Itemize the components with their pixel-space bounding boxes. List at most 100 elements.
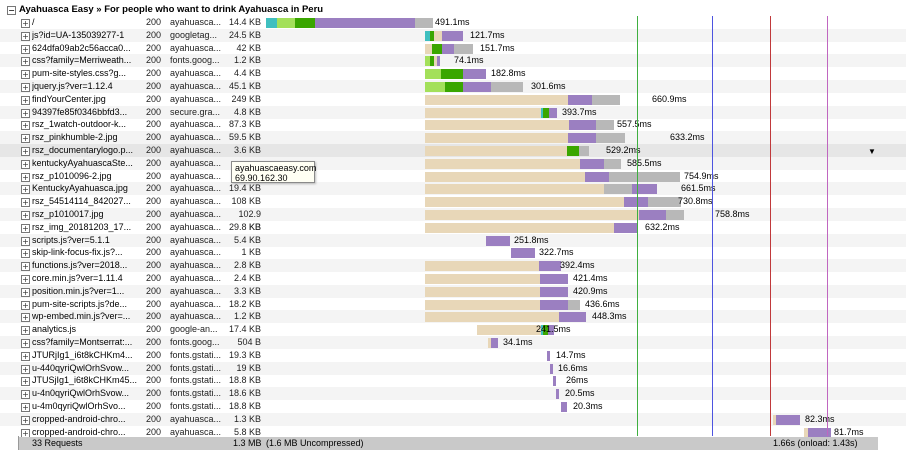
page-header-row[interactable]: − Ayahuasca Easy » For people who want t…	[0, 3, 906, 16]
request-row[interactable]: + rsz_documentarylogo.p... 200 ayahuasca...…	[0, 144, 906, 157]
expand-icon[interactable]: +	[21, 339, 30, 348]
request-row[interactable]: + u-4m0qyriQwlOrhSvo... 200 fonts.gstati...…	[0, 400, 906, 413]
request-row[interactable]: + JTUSjIg1_i6t8kCHKm45... 200 fonts.gstati.…	[0, 374, 906, 387]
timing-segment-ttfb	[540, 274, 568, 284]
expand-icon[interactable]: +	[21, 287, 30, 297]
collapse-icon[interactable]: −	[7, 6, 16, 15]
request-status: 200	[146, 119, 162, 130]
request-domain: secure.gra...	[170, 106, 221, 117]
request-timeline: 392.4ms	[266, 259, 890, 272]
timing-segment-ttfb	[561, 402, 567, 412]
expand-icon[interactable]: +	[21, 275, 30, 284]
request-row[interactable]: + rsz_img_20181203_17... 200 ayahuasca... 29…	[0, 221, 906, 234]
request-row[interactable]: + wp-embed.min.js?ver=... 200 ayahuasca... 1…	[0, 310, 906, 324]
expand-icon[interactable]: +	[21, 262, 30, 272]
request-url: 94397fe85f0346bbfd3...	[32, 106, 128, 117]
expand-icon[interactable]: +	[21, 108, 30, 118]
request-row[interactable]: + js?id=UA-135039277-1 200 googletag... 24.5…	[0, 28, 906, 42]
expand-icon[interactable]: +	[21, 31, 30, 41]
request-row[interactable]: + pum-site-scripts.js?de... 200 ayahuasca..…	[0, 298, 906, 311]
request-timeline: 420.9ms	[266, 285, 890, 298]
expand-icon[interactable]: +	[21, 70, 30, 80]
request-domain: fonts.gstati...	[170, 388, 222, 399]
request-timeline: 322.7ms	[266, 246, 890, 259]
request-row[interactable]: + skip-link-focus-fix.js?... 200 ayahuasca.…	[0, 246, 906, 259]
request-timeline: 393.7ms	[266, 106, 890, 119]
expand-icon[interactable]: +	[21, 19, 30, 28]
request-row[interactable]: + u-4n0qyriQwlOrhSvow... 200 fonts.gstati..…	[0, 387, 906, 401]
request-duration: 529.2ms	[606, 145, 641, 155]
timing-segment-ttfb	[548, 325, 554, 336]
request-row[interactable]: +/ 200 ayahuasca... 14.4 KB 491.1ms	[0, 16, 906, 29]
expand-icon[interactable]: +	[21, 159, 30, 169]
expand-icon[interactable]: +	[21, 147, 30, 156]
timing-segment-download	[415, 18, 433, 28]
expand-icon[interactable]: +	[21, 198, 30, 208]
expand-icon[interactable]: +	[21, 313, 30, 323]
request-size: 5.8 KB	[233, 426, 261, 437]
request-row[interactable]: + cropped-android-chro... 200 ayahuasca... 5…	[0, 426, 906, 439]
request-row[interactable]: + kentuckyAyahuascaSte... 200 ayahuasca... 5…	[0, 156, 906, 170]
request-row[interactable]: + analytics.js 200 google-an... 17.4 KB 241.5…	[0, 323, 906, 336]
triangle-down-icon[interactable]: ▼	[868, 147, 876, 156]
request-duration: 34.1ms	[503, 337, 533, 347]
expand-icon[interactable]: +	[21, 403, 30, 412]
request-row[interactable]: + core.min.js?ver=1.11.4 200 ayahuasca... 2.…	[0, 272, 906, 285]
request-url: js?id=UA-135039277-1	[32, 29, 125, 40]
expand-icon[interactable]: +	[21, 326, 30, 336]
expand-icon[interactable]: +	[21, 57, 30, 67]
expand-icon[interactable]: +	[21, 134, 30, 144]
expand-icon[interactable]: +	[21, 364, 30, 374]
timing-segment-connect	[280, 18, 295, 28]
request-timeline: 20.3ms	[266, 400, 890, 413]
request-row[interactable]: + jquery.js?ver=1.12.4 200 ayahuasca... 45.1…	[0, 80, 906, 93]
request-row[interactable]: + KentuckyAyahuasca.jpg 200 ayahuasca... 19.…	[0, 182, 906, 196]
request-timeline: 529.2ms	[266, 144, 890, 157]
expand-icon[interactable]: +	[21, 415, 30, 425]
expand-icon[interactable]: +	[21, 83, 30, 92]
timing-segment-wait	[434, 30, 442, 41]
request-row[interactable]: + rsz_p1010017.jpg 200 ayahuasca... 102.9 KB…	[0, 208, 906, 232]
expand-icon[interactable]: +	[21, 172, 30, 182]
request-row[interactable]: +624dfa09ab2c56acca0... 200 ayahuasca... 42…	[0, 42, 906, 55]
request-row[interactable]: + u-440qyriQwlOrhSvow... 200 fonts.gstati..…	[0, 361, 906, 375]
request-row[interactable]: + css?family=Montserrat:... 200 fonts.goog.…	[0, 336, 906, 349]
request-row[interactable]: + findYourCenter.jpg 200 ayahuasca... 249 KB…	[0, 93, 906, 106]
request-status: 200	[146, 362, 162, 373]
request-row[interactable]: + cropped-android-chro... 200 ayahuasca... 1…	[0, 412, 906, 426]
timing-segment-ttfb	[463, 69, 486, 80]
expand-icon[interactable]: +	[21, 121, 30, 131]
expand-icon[interactable]: +	[21, 249, 30, 259]
request-row[interactable]: + functions.js?ver=2018... 200 ayahuasca...…	[0, 259, 906, 273]
request-timeline: 661.5ms	[266, 182, 890, 195]
total-time: 1.66s (onload: 1.43s)	[773, 438, 858, 448]
request-domain: fonts.gstati...	[170, 362, 222, 373]
request-row[interactable]: + JTURjIg1_i6t8kCHKm4... 200 fonts.gstati..…	[0, 349, 906, 362]
expand-icon[interactable]: +	[21, 351, 30, 361]
request-timeline: 182.8ms	[266, 67, 890, 80]
request-row[interactable]: + rsz_p1010096-2.jpg 200 ayahuasca... 754.9m…	[0, 170, 906, 183]
request-row[interactable]: + rsz_1watch-outdoor-k... 200 ayahuasca... 8…	[0, 118, 906, 131]
timing-segment-download	[666, 210, 684, 220]
request-row[interactable]: + css?family=Merriweath... 200 fonts.goog..…	[0, 54, 906, 68]
expand-icon[interactable]: +	[21, 95, 30, 105]
request-row[interactable]: + rsz_54514114_842027... 200 ayahuasca... 10…	[0, 195, 906, 208]
finish-line	[827, 16, 828, 436]
request-row[interactable]: + pum-site-styles.css?g... 200 ayahuasca...…	[0, 67, 906, 80]
request-row[interactable]: + position.min.js?ver=1... 200 ayahuasca...…	[0, 284, 906, 298]
expand-icon[interactable]: +	[21, 300, 30, 310]
expand-icon[interactable]: +	[21, 236, 30, 246]
request-row[interactable]: +94397fe85f0346bbfd3... 200 secure.gra... 4…	[0, 105, 906, 119]
request-size: 17.4 KB	[228, 324, 261, 335]
request-row[interactable]: + rsz_pinkhumble-2.jpg 200 ayahuasca... 59.5…	[0, 131, 906, 145]
request-row[interactable]: + scripts.js?ver=5.1.1 200 ayahuasca... 5.4 …	[0, 233, 906, 247]
timing-segment-connect	[425, 56, 430, 67]
timing-segment-download	[596, 133, 625, 144]
expand-icon[interactable]: +	[21, 44, 30, 54]
expand-icon[interactable]: +	[21, 377, 30, 387]
expand-icon[interactable]: +	[21, 185, 30, 195]
expand-icon[interactable]: +	[21, 390, 30, 400]
expand-icon[interactable]: +	[21, 211, 30, 220]
expand-icon[interactable]: +	[21, 223, 30, 233]
